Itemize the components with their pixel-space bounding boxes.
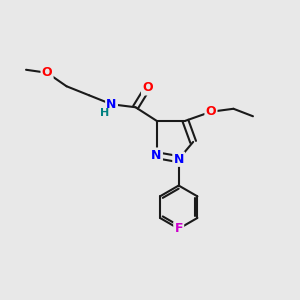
Text: H: H: [100, 108, 110, 118]
Text: O: O: [142, 81, 153, 94]
Text: O: O: [206, 105, 216, 118]
Text: N: N: [151, 149, 162, 162]
Text: N: N: [173, 153, 184, 166]
Text: O: O: [42, 66, 52, 79]
Text: N: N: [106, 98, 117, 111]
Text: F: F: [174, 222, 183, 235]
